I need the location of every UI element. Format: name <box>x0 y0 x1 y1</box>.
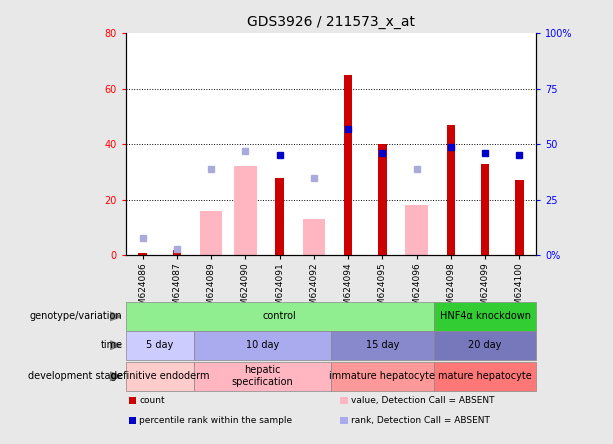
Bar <box>303 219 325 255</box>
Text: value, Detection Call = ABSENT: value, Detection Call = ABSENT <box>351 396 494 405</box>
Bar <box>378 144 387 255</box>
Text: count: count <box>139 396 165 405</box>
Text: hepatic
specification: hepatic specification <box>232 365 294 387</box>
Bar <box>344 75 352 255</box>
Text: HNF4α knockdown: HNF4α knockdown <box>440 311 530 321</box>
Bar <box>515 180 524 255</box>
Text: definitive endoderm: definitive endoderm <box>110 371 209 381</box>
Text: 15 day: 15 day <box>366 340 399 350</box>
Text: immature hepatocyte: immature hepatocyte <box>329 371 435 381</box>
Text: 5 day: 5 day <box>147 340 173 350</box>
Text: percentile rank within the sample: percentile rank within the sample <box>139 416 292 425</box>
Text: 20 day: 20 day <box>468 340 501 350</box>
Polygon shape <box>110 341 121 349</box>
Polygon shape <box>110 312 121 321</box>
Polygon shape <box>110 372 121 381</box>
Bar <box>200 211 223 255</box>
Text: development stage: development stage <box>28 371 123 381</box>
Bar <box>234 166 257 255</box>
Text: 10 day: 10 day <box>246 340 279 350</box>
Title: GDS3926 / 211573_x_at: GDS3926 / 211573_x_at <box>247 16 415 29</box>
Text: mature hepatocyte: mature hepatocyte <box>438 371 532 381</box>
Bar <box>481 164 489 255</box>
Text: time: time <box>101 340 123 350</box>
Bar <box>173 250 181 255</box>
Text: rank, Detection Call = ABSENT: rank, Detection Call = ABSENT <box>351 416 490 425</box>
Bar <box>405 206 428 255</box>
Text: control: control <box>263 311 297 321</box>
Bar <box>139 253 147 255</box>
Bar <box>275 178 284 255</box>
Text: genotype/variation: genotype/variation <box>30 311 123 321</box>
Bar <box>446 125 455 255</box>
